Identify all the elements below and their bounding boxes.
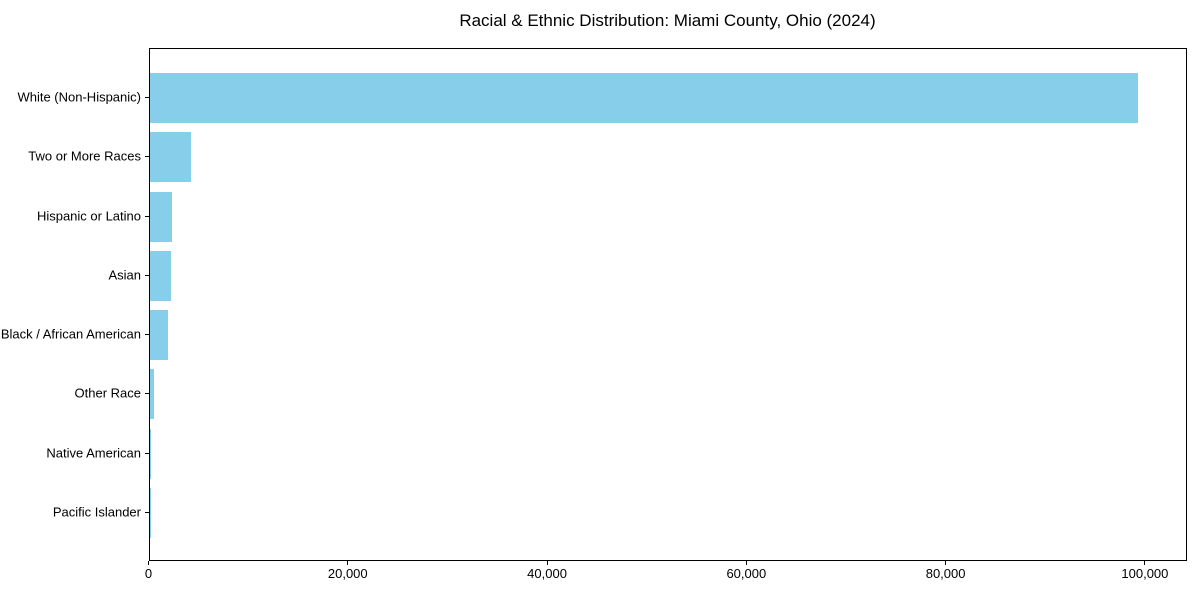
y-axis-tick (144, 97, 149, 98)
x-axis-tick-label: 0 (144, 566, 153, 581)
y-axis-label: Pacific Islander (52, 504, 141, 520)
x-axis-tick (1144, 561, 1146, 565)
x-axis-tick (745, 561, 747, 565)
y-axis-label: Native American (46, 445, 141, 461)
y-axis-label: White (Non-Hispanic) (17, 89, 141, 105)
bar (149, 428, 151, 479)
x-axis-tick (347, 561, 349, 565)
chart-title: Racial & Ethnic Distribution: Miami Coun… (459, 11, 876, 30)
y-axis-label: Black / African American (0, 326, 141, 342)
x-axis-tick-label: 100,000 (1121, 566, 1169, 581)
x-axis-tick (546, 561, 548, 565)
x-axis-tick-label: 80,000 (925, 566, 966, 581)
x-axis-tick-label: 40,000 (527, 566, 567, 581)
y-axis-label: Other Race (74, 385, 141, 401)
y-axis-tick (144, 452, 149, 454)
plot-area (148, 48, 1187, 561)
y-axis-tick (144, 334, 149, 336)
y-axis-label: Hispanic or Latino (36, 208, 141, 224)
y-axis-tick (144, 215, 149, 217)
bar (149, 250, 171, 301)
bar (149, 191, 173, 242)
bar (149, 132, 192, 183)
y-axis-tick (144, 512, 149, 513)
y-axis-tick (144, 156, 149, 158)
x-axis-tick (945, 561, 947, 565)
y-axis-label: Two or More Races (28, 148, 141, 164)
bar (149, 369, 154, 420)
bar (149, 73, 1138, 123)
y-axis-label: Asian (108, 267, 141, 283)
bar (149, 310, 169, 361)
x-axis-tick-label: 20,000 (327, 566, 368, 581)
y-axis-tick (144, 393, 149, 395)
x-axis-tick-label: 60,000 (726, 566, 767, 581)
x-axis-tick (148, 561, 149, 565)
y-axis-tick (144, 274, 149, 276)
